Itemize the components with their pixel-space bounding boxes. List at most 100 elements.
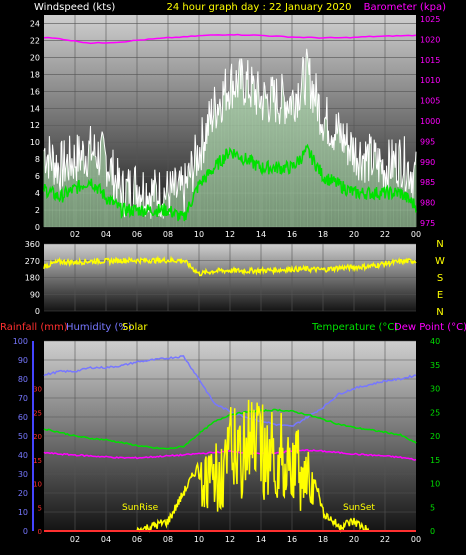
direction-y-tick-label: 0 <box>35 307 40 316</box>
barometer-y-tick-label: 1015 <box>420 56 440 65</box>
x-tick-label: 00 <box>411 230 421 239</box>
x-tick-label: 20 <box>349 230 359 239</box>
x-tick-label: 00 <box>411 535 421 544</box>
wind-y-tick-label: 0 <box>35 223 40 232</box>
direction-grid <box>44 243 416 312</box>
x-tick-label: 20 <box>349 535 359 544</box>
x-tick-label: 14 <box>256 535 266 544</box>
rainfall-y-tick-label: 5 <box>38 504 42 512</box>
barometer-y-tick-label: 1020 <box>420 35 440 44</box>
x-tick-label: 04 <box>101 535 111 544</box>
x-tick-label: 08 <box>163 230 173 239</box>
rainfall-y-tick-label: 10 <box>33 481 42 489</box>
compass-label: S <box>437 273 443 284</box>
wind-y-tick-label: 18 <box>30 70 40 79</box>
barometer-y-tick-label: 980 <box>420 199 435 208</box>
solar-axis-title: Solar <box>122 322 148 333</box>
compass-label: W <box>435 256 445 267</box>
dewpoint-axis-title: Dew Point (°C) <box>394 322 466 333</box>
wind-y-tick-label: 22 <box>30 36 40 45</box>
humidity-axis-title: Humidity (%) <box>66 322 132 333</box>
x-tick-label: 06 <box>132 230 142 239</box>
wind-y-tick-label: 10 <box>30 138 40 147</box>
x-tick-label: 06 <box>132 535 142 544</box>
x-tick-label: 08 <box>163 535 173 544</box>
humidity-y-tick-label: 10 <box>18 508 28 517</box>
wind-avg-line <box>43 143 417 222</box>
humidity-y-tick-label: 50 <box>18 432 28 441</box>
wind-y-tick-label: 20 <box>30 53 40 62</box>
wind-gust-line <box>43 48 417 219</box>
compass-label: E <box>437 290 443 301</box>
humidity-y-tick-label: 20 <box>18 489 28 498</box>
x-tick-label: 10 <box>194 535 204 544</box>
x-tick-label: 22 <box>380 535 390 544</box>
windspeed-axis-title: Windspeed (kts) <box>34 2 115 13</box>
barometer-y-tick-label: 1025 <box>420 15 440 24</box>
wind-y-tick-label: 12 <box>30 121 40 130</box>
temperature-y-tick-label: 10 <box>430 480 440 489</box>
sunset-label: SunSet <box>343 503 375 513</box>
x-tick-label: 18 <box>318 535 328 544</box>
rainfall-y-ticks: 0 5 10 15 20 25 30 <box>33 386 42 537</box>
barometer-y-tick-label: 985 <box>420 178 435 187</box>
temperature-y-tick-label: 30 <box>430 385 440 394</box>
direction-y-tick-label: 270 <box>25 257 40 266</box>
temperature-y-tick-label: 25 <box>430 408 440 417</box>
x-tick-label: 04 <box>101 230 111 239</box>
humidity-y-tick-label: 0 <box>23 527 28 536</box>
barometer-y-tick-label: 1005 <box>420 97 440 106</box>
barometer-y-ticks: 975 980 985 990 995 1000 1005 1010 1015 1020 1025 <box>420 15 440 228</box>
wind-y-tick-label: 14 <box>30 104 40 113</box>
temperature-y-ticks: 0 5 10 15 20 25 30 35 40 <box>430 337 440 536</box>
direction-y-tick-label: 180 <box>25 274 40 283</box>
direction-y-ticks: 0 90 180 270 360 <box>25 240 40 316</box>
temperature-axis-title: Temperature (°C) <box>311 322 398 333</box>
barometer-y-tick-label: 1000 <box>420 117 440 126</box>
humidity-y-ticks: 0 10 20 30 40 50 60 70 80 90 100 <box>13 337 28 536</box>
humidity-y-tick-label: 40 <box>18 451 28 460</box>
wind-y-tick-label: 4 <box>35 189 40 198</box>
compass-label: N <box>436 307 443 318</box>
temperature-y-tick-label: 40 <box>430 337 440 346</box>
temperature-y-tick-label: 0 <box>430 527 435 536</box>
humidity-y-tick-label: 70 <box>18 394 28 403</box>
wind-y-tick-label: 6 <box>35 172 40 181</box>
dewpoint-line <box>43 449 417 461</box>
barometer-y-tick-label: 995 <box>420 137 435 146</box>
temperature-x-ticks: 02 04 06 08 10 12 14 16 18 20 22 00 <box>70 535 421 544</box>
rainfall-axis-title: Rainfall (mm) <box>0 322 68 333</box>
rainfall-y-tick-label: 15 <box>33 457 42 465</box>
wind-x-ticks: 02 04 06 08 10 12 14 16 18 20 22 00 <box>70 230 421 239</box>
barometer-y-tick-label: 990 <box>420 158 435 167</box>
direction-y-tick-label: 360 <box>25 240 40 249</box>
wind-y-tick-label: 16 <box>30 87 40 96</box>
x-tick-label: 14 <box>256 230 266 239</box>
temperature-y-tick-label: 15 <box>430 456 440 465</box>
humidity-y-tick-label: 100 <box>13 337 28 346</box>
humidity-y-tick-label: 80 <box>18 375 28 384</box>
rainfall-y-tick-label: 0 <box>38 528 42 536</box>
sunrise-label: SunRise <box>122 503 159 513</box>
barometer-y-tick-label: 1010 <box>420 76 440 85</box>
temperature-y-tick-label: 5 <box>430 503 435 512</box>
humidity-y-tick-label: 90 <box>18 356 28 365</box>
humidity-y-tick-label: 30 <box>18 470 28 479</box>
wind-direction-line <box>43 255 417 277</box>
compass-label: N <box>436 239 443 250</box>
temperature-y-tick-label: 35 <box>430 361 440 370</box>
x-tick-label: 16 <box>287 230 297 239</box>
wind-y-tick-label: 8 <box>35 155 40 164</box>
graph-title: 24 hour graph day : 22 January 2020 <box>167 2 352 13</box>
x-tick-label: 12 <box>225 230 235 239</box>
wind-y-tick-label: 2 <box>35 206 40 215</box>
x-tick-label: 18 <box>318 230 328 239</box>
barometer-axis-title: Barometer (kpa) <box>364 2 446 13</box>
x-tick-label: 12 <box>225 535 235 544</box>
temperature-y-tick-label: 20 <box>430 432 440 441</box>
humidity-y-tick-label: 60 <box>18 413 28 422</box>
wind-y-tick-label: 24 <box>30 19 40 28</box>
